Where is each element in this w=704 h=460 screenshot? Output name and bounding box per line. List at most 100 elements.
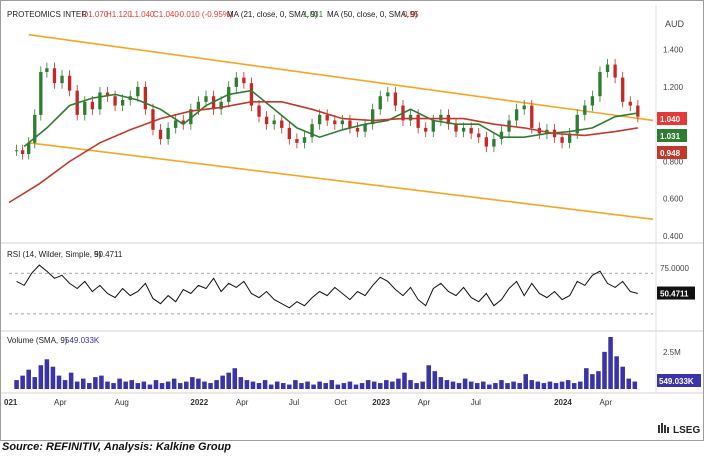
ma50-line: [8, 101, 638, 204]
candle-body-25: [196, 101, 201, 110]
volume-bar-96: [596, 371, 601, 389]
candle-body-69: [530, 105, 534, 128]
candle-body-22: [174, 120, 178, 128]
ohlc-low: L1.040: [130, 10, 155, 19]
candle-body-14: [113, 96, 117, 106]
volume-bar-95: [590, 374, 595, 389]
volume-bar-50: [317, 381, 322, 389]
candle-body-63: [484, 137, 488, 147]
time-axis-label-7: 2023: [372, 398, 390, 407]
candle-body-81: [621, 77, 625, 102]
candle-body-64: [492, 139, 496, 147]
volume-bar-91: [565, 380, 571, 389]
volume-legend-name: Volume (SMA, 9): [7, 336, 68, 345]
candle-body-61: [469, 127, 473, 134]
candle-body-50: [386, 92, 390, 97]
volume-bar-78: [487, 384, 492, 389]
volume-bar-4: [38, 365, 44, 389]
volume-bar-100: [620, 366, 625, 389]
volume-bar-32: [208, 383, 213, 389]
rsi-value-tag-label: 50.4711: [660, 290, 689, 299]
candle-body-10: [83, 101, 87, 115]
candle-body-2: [27, 142, 31, 154]
candle-body-41: [317, 114, 322, 125]
volume-bar-7: [56, 375, 62, 389]
time-axis-label-2: Aug: [115, 398, 129, 407]
volume-bar-93: [577, 381, 583, 389]
rsi-line: [16, 264, 638, 309]
volume-bar-65: [408, 380, 413, 389]
candle-body-76: [583, 105, 587, 115]
volume-bar-62: [390, 381, 395, 389]
candle-body-3: [33, 114, 37, 143]
candle-body-57: [439, 114, 443, 121]
candle-body-38: [295, 139, 299, 143]
volume-bar-25: [165, 381, 171, 389]
candle-body-27: [211, 96, 216, 110]
volume-bar-81: [505, 383, 510, 389]
ma50-legend-value: 0.95: [403, 10, 419, 19]
candle-body-44: [340, 120, 345, 125]
volume-bar-36: [232, 368, 238, 389]
volume-bar-88: [547, 381, 553, 389]
candle-body-83: [636, 105, 640, 117]
price-tick-label-1: 1.200: [663, 83, 684, 92]
volume-bar-82: [511, 381, 516, 389]
rsi-legend-name: RSI (14, Wilder, Simple, 9): [7, 250, 102, 259]
candle-body-23: [181, 120, 185, 125]
volume-bar-77: [481, 381, 486, 389]
candle-body-46: [355, 127, 360, 132]
volume-bar-74: [462, 378, 468, 389]
currency-label: AUD: [665, 19, 685, 29]
volume-bar-42: [268, 384, 274, 389]
volume-bar-60: [377, 383, 383, 389]
candle-body-31: [242, 77, 246, 84]
ohlc-open: O1.070: [82, 10, 109, 19]
candle-body-28: [219, 101, 223, 110]
volume-bar-35: [226, 372, 231, 389]
volume-bar-102: [632, 381, 638, 389]
volume-bar-44: [280, 383, 286, 389]
volume-bar-90: [559, 381, 565, 389]
volume-bar-67: [420, 381, 425, 389]
source-caption: Source: REFINITIV, Analysis: Kalkine Gro…: [2, 441, 232, 453]
lseg-logo-icon: [658, 423, 669, 433]
candle-body-62: [477, 133, 481, 138]
volume-bar-66: [414, 383, 419, 389]
volume-bar-79: [493, 383, 498, 389]
time-axis-label-6: Oct: [334, 398, 347, 407]
volume-panel: 2.5M 549.033K: [14, 337, 701, 389]
candle-body-55: [424, 127, 428, 132]
price-tag-box-2: [657, 146, 687, 159]
volume-bar-45: [287, 384, 292, 389]
candle-body-12: [98, 92, 102, 110]
volume-bar-63: [396, 378, 401, 389]
volume-bar-61: [384, 380, 389, 389]
candle-body-24: [189, 109, 193, 125]
volume-bar-5: [44, 359, 50, 389]
volume-bar-1: [20, 375, 25, 389]
candle-body-36: [280, 120, 284, 128]
candle-body-58: [446, 114, 451, 125]
time-axis-label-8: Apr: [418, 398, 431, 407]
price-tick-label-0: 1.400: [663, 46, 684, 55]
candle-body-77: [590, 96, 595, 106]
time-axis-label-4: Apr: [236, 398, 249, 407]
volume-bar-101: [626, 378, 632, 389]
candle-body-33: [257, 105, 261, 117]
candle-body-74: [567, 133, 572, 143]
volume-bar-2: [26, 369, 31, 389]
candle-body-73: [560, 137, 564, 143]
price-tag-label-1: 1.031: [660, 132, 681, 141]
price-tag-label-0: 1.040: [660, 115, 681, 124]
price-tag-label-2: 0.948: [660, 149, 681, 158]
candle-body-40: [310, 124, 314, 138]
volume-bar-27: [177, 383, 183, 389]
volume-bar-18: [123, 381, 128, 389]
volume-bar-13: [93, 377, 98, 389]
volume-bar-92: [571, 383, 577, 389]
volume-bar-43: [274, 381, 280, 389]
channel-upper-line: [28, 33, 654, 122]
volume-bar-29: [190, 377, 195, 389]
candle-body-18: [143, 86, 148, 110]
